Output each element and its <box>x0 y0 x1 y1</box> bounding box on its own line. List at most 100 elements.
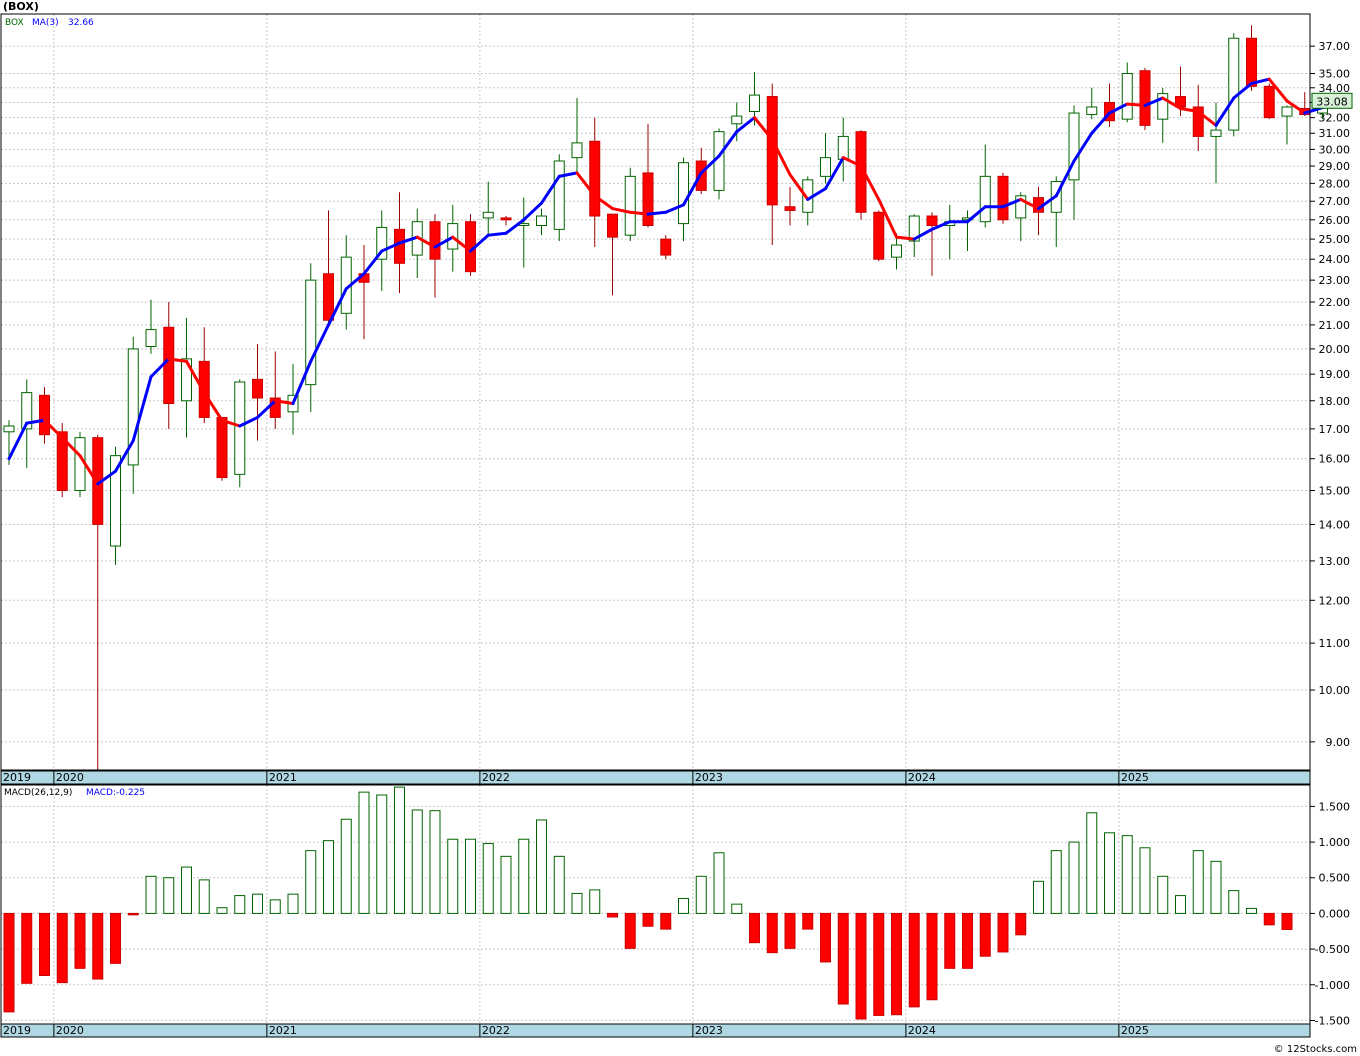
macd-bar <box>695 875 707 914</box>
macd-x-label: 2022 <box>482 1024 510 1037</box>
price-tick-label: 29.00 <box>1319 160 1351 173</box>
candle-body <box>3 425 15 433</box>
macd-title: MACD(26,12,9) <box>4 788 72 798</box>
macd-tick-label: 1.000 <box>1319 836 1351 849</box>
ma-segment <box>788 173 810 201</box>
candle-body <box>21 392 33 430</box>
ma-segment <box>806 187 827 201</box>
macd-bar <box>855 912 867 1020</box>
macd-y-axis: -1.500 -1.000 -0.500 0.000 0.500 1.000 1.500 <box>1310 800 1350 1027</box>
current-price-badge: 33.08 <box>1311 92 1353 109</box>
macd-bar <box>1121 835 1133 914</box>
macd-bar <box>713 852 725 914</box>
price-tick-label: 31.00 <box>1319 127 1351 140</box>
ma-segment <box>202 391 224 422</box>
price-tick-label: 28.00 <box>1319 177 1351 190</box>
ma-segment <box>841 156 863 168</box>
candle-body <box>678 162 689 225</box>
candle-body <box>252 378 263 399</box>
macd-bar <box>163 877 175 914</box>
ma-segment <box>220 418 242 428</box>
ma-segment <box>735 116 756 134</box>
candle-body <box>1192 106 1204 137</box>
candle-body <box>1015 195 1027 219</box>
macd-bar <box>447 838 459 914</box>
macd-bar <box>287 893 299 914</box>
macd-bar <box>536 819 547 914</box>
candle-body <box>216 416 228 479</box>
ma-segment <box>433 235 455 249</box>
candle-body <box>926 215 938 227</box>
price-tick-label: 35.00 <box>1319 68 1351 81</box>
ma-segment <box>682 171 703 207</box>
candle-body <box>198 360 210 418</box>
price-tick-label: 18.00 <box>1319 395 1351 408</box>
price-tick-label: 11.00 <box>1319 637 1351 650</box>
macd-bar <box>376 794 388 914</box>
macd-tick-label: 0.500 <box>1319 872 1351 885</box>
macd-x-label: 2024 <box>908 1024 936 1037</box>
macd-bar <box>1086 812 1098 914</box>
ma-segment <box>770 138 792 177</box>
candle-body <box>784 206 796 211</box>
candle-body <box>500 217 512 221</box>
ma-segment <box>540 174 561 205</box>
macd-bar <box>358 791 370 914</box>
ma-segment <box>824 156 845 191</box>
ma-segment <box>1232 81 1253 100</box>
ma-segment <box>78 454 100 486</box>
macd-bar <box>660 912 672 930</box>
candle-body <box>837 135 849 160</box>
ma-segment <box>877 197 898 239</box>
candle-body <box>571 142 583 159</box>
price-tick-label: 34.00 <box>1319 82 1351 95</box>
price-tick-label: 14.00 <box>1319 518 1351 531</box>
macd-x-axis: 2019 2020 2021 2022 2023 2024 2025 <box>3 1024 1149 1037</box>
macd-bar <box>323 840 334 914</box>
legend-ma-label: MA(3) <box>32 18 59 28</box>
chart-title: (BOX) <box>3 0 39 13</box>
ma-segment <box>930 220 952 231</box>
candle-body <box>145 329 157 347</box>
macd-bar <box>518 838 530 914</box>
ma-segment <box>1267 77 1289 103</box>
price-x-axis: 2019 2020 2021 2022 2023 2024 2025 <box>3 771 1149 784</box>
macd-bar <box>1246 907 1257 914</box>
ma-segment <box>664 203 685 214</box>
macd-bar <box>589 889 601 914</box>
ma-segment <box>1054 159 1076 198</box>
ma-segment <box>557 171 579 178</box>
ma-segment <box>912 227 934 241</box>
macd-bar <box>145 875 157 914</box>
price-tick-label: 26.00 <box>1319 214 1351 227</box>
ma-segment <box>1125 102 1147 107</box>
ma-segment <box>309 323 330 363</box>
ma-segment <box>1001 197 1023 209</box>
macd-bar <box>252 893 263 914</box>
ma-segment <box>628 210 650 216</box>
ma-segment <box>575 171 597 198</box>
ma-segment <box>966 205 987 224</box>
ma-segment <box>753 116 774 142</box>
candle-body <box>749 94 760 113</box>
price-x-label: 2023 <box>695 771 723 784</box>
candle-body <box>891 244 902 258</box>
ma-segment <box>1285 99 1307 115</box>
macd-bar <box>678 897 689 914</box>
ma-segment <box>167 357 188 363</box>
price-tick-label: 24.00 <box>1319 253 1351 266</box>
macd-bar <box>642 912 654 927</box>
candle-body <box>429 221 441 260</box>
candle-body <box>163 326 175 405</box>
candle-body <box>269 397 281 418</box>
price-tick-label: 21.00 <box>1319 319 1351 332</box>
macd-x-label: 2020 <box>56 1024 84 1037</box>
ma-segment <box>256 399 277 419</box>
candle-body <box>1210 129 1222 137</box>
candle-body <box>1139 70 1151 126</box>
candle-body <box>482 211 494 219</box>
candle-body <box>731 115 743 125</box>
macd-bar <box>607 912 618 918</box>
price-badge-label: 33.08 <box>1316 95 1348 108</box>
